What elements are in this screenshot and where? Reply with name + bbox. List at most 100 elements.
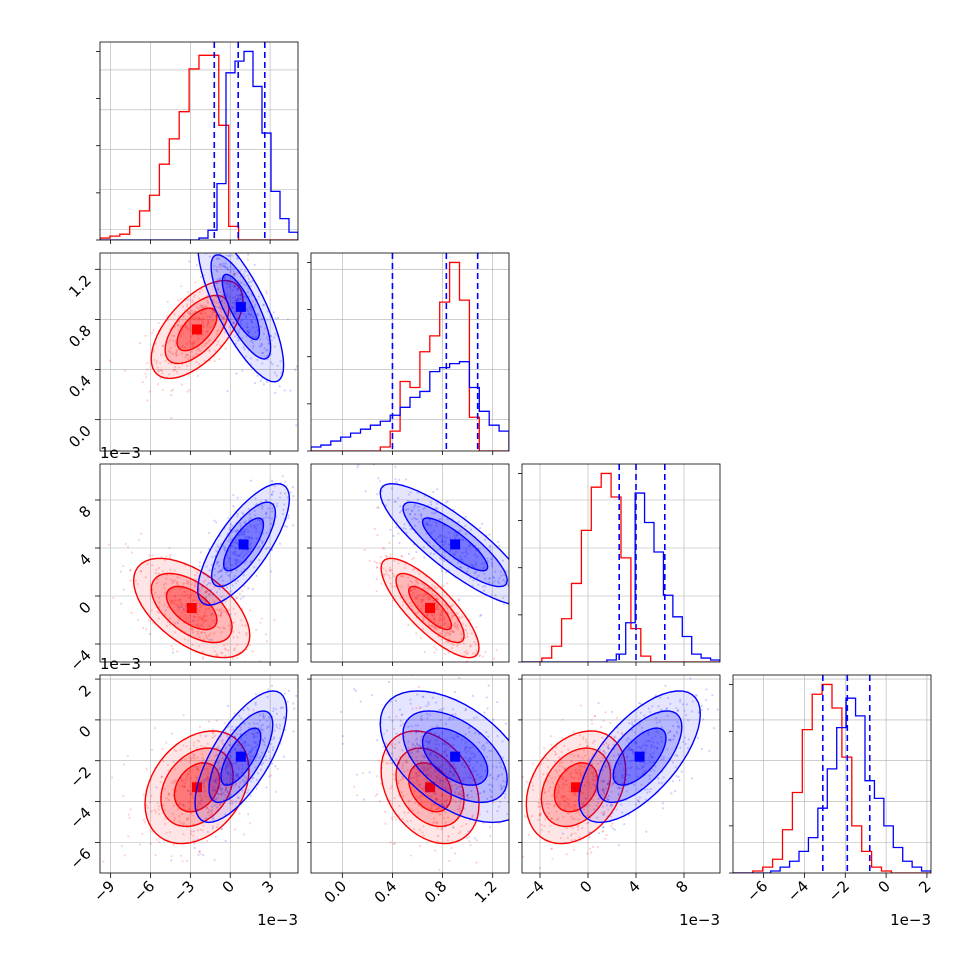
scatter-point <box>223 789 227 792</box>
scatter-point <box>188 260 191 263</box>
scatter-point <box>579 704 583 707</box>
scatter-point <box>276 364 279 367</box>
scatter-point <box>222 545 225 548</box>
scatter-point <box>421 795 424 798</box>
scatter-point <box>456 808 459 811</box>
scatter-point <box>411 743 415 746</box>
scatter-point <box>267 507 270 510</box>
scatter-point <box>196 804 199 807</box>
scatter-point <box>413 587 416 590</box>
scatter-point <box>244 741 247 744</box>
scatter-point <box>256 328 260 331</box>
scatter-point <box>265 512 268 515</box>
scatter-point <box>217 578 220 581</box>
scatter-point <box>157 321 160 325</box>
scatter-point <box>233 310 236 313</box>
scatter-point <box>162 344 165 347</box>
scatter-point <box>708 749 711 753</box>
scatter-point <box>227 516 230 520</box>
scatter-point <box>251 755 254 758</box>
scatter-point <box>179 587 182 590</box>
scatter-point <box>397 532 400 535</box>
scatter-point <box>155 362 158 365</box>
scatter-point <box>224 654 227 658</box>
scatter-point <box>158 605 161 609</box>
scatter-point <box>565 853 568 856</box>
scatter-point <box>238 786 241 789</box>
scatter-point <box>458 832 461 835</box>
scatter-point <box>419 794 422 797</box>
scatter-point <box>171 581 174 585</box>
scatter-point <box>185 353 188 356</box>
scatter-point <box>439 806 442 809</box>
scatter-point <box>381 547 384 550</box>
density-peak-series_b <box>450 751 461 762</box>
scatter-point <box>439 547 442 551</box>
scatter-point <box>150 609 153 612</box>
scatter-point <box>415 707 418 710</box>
scatter-point <box>271 480 274 483</box>
scatter-point <box>417 509 421 512</box>
scatter-point <box>474 561 477 564</box>
scatter-point <box>444 778 447 781</box>
scatter-point <box>200 319 204 322</box>
scatter-point <box>390 785 393 788</box>
scatter-point <box>202 637 205 641</box>
scatter-point <box>176 603 180 607</box>
scatter-point <box>241 767 244 770</box>
scatter-point <box>233 296 237 299</box>
scatter-point <box>426 794 430 797</box>
scatter-point <box>490 594 493 597</box>
scatter-point <box>165 625 168 628</box>
scatter-point <box>235 299 238 302</box>
scatter-point <box>390 568 393 572</box>
scatter-point <box>412 782 415 785</box>
scatter-point <box>425 736 429 739</box>
scatter-point <box>204 608 208 611</box>
scatter-point <box>171 388 175 391</box>
scatter-point <box>196 756 200 759</box>
scatter-point <box>274 317 277 320</box>
scatter-point <box>446 631 449 634</box>
scatter-point <box>205 305 208 308</box>
scatter-point <box>174 341 177 344</box>
scatter-point <box>235 288 239 291</box>
scatter-point <box>235 775 239 778</box>
scatter-point <box>193 317 196 320</box>
scatter-point <box>279 491 282 495</box>
scatter-point <box>170 600 173 603</box>
scatter-point <box>233 558 237 561</box>
scatter-point <box>675 774 678 778</box>
scatter-point <box>245 633 248 636</box>
scatter-point <box>220 575 223 578</box>
scatter-point <box>518 766 520 768</box>
scatter-point <box>247 789 250 792</box>
scatter-point <box>256 547 259 550</box>
scatter-point <box>242 273 245 276</box>
scatter-point <box>439 613 442 616</box>
scatter-point <box>197 317 200 320</box>
scatter-point <box>362 666 364 668</box>
scatter-point <box>261 751 264 754</box>
scatter-point <box>192 744 195 747</box>
scatter-point <box>122 564 125 568</box>
scatter-point <box>248 513 251 516</box>
scatter-point <box>224 731 227 734</box>
scatter-point <box>452 798 456 802</box>
scatter-point <box>239 749 242 753</box>
scatter-point <box>199 734 202 737</box>
scatter-point <box>194 293 197 297</box>
scatter-point <box>435 606 439 609</box>
scatter-point <box>527 833 530 836</box>
scatter-point <box>413 516 416 520</box>
scatter-point <box>509 591 511 593</box>
scatter-point <box>175 350 178 354</box>
scatter-point <box>191 620 194 623</box>
histogram-step-series_b <box>100 50 298 240</box>
scatter-point <box>246 330 250 333</box>
scatter-point <box>182 823 185 826</box>
x-tick-label-p0: 3 <box>258 877 277 896</box>
scatter-point <box>267 339 270 342</box>
scatter-point <box>206 777 210 780</box>
scatter-point <box>445 743 448 746</box>
